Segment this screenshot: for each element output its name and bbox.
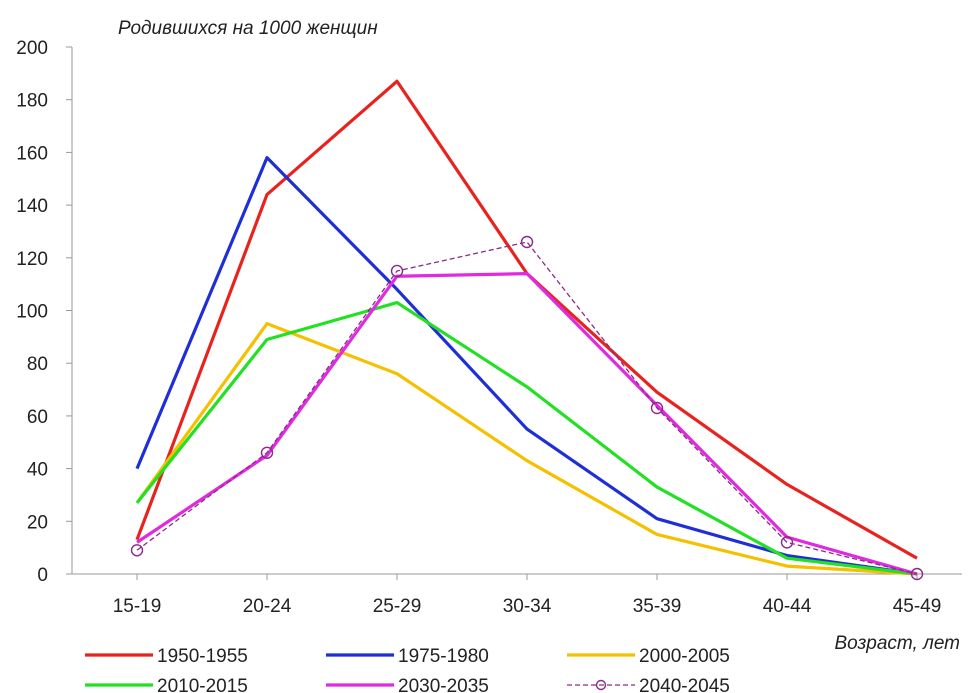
series-line <box>136 272 918 576</box>
y-tick-label: 100 <box>16 302 48 323</box>
x-tick-label: 25-29 <box>373 596 422 617</box>
series-2000-2005 <box>135 322 918 576</box>
legend-label: 1950-1955 <box>157 646 248 667</box>
y-tick-label: 120 <box>16 249 48 270</box>
series-2010-2015 <box>135 300 918 576</box>
data-point-marker <box>910 567 924 581</box>
legend-label: 2000-2005 <box>639 646 730 667</box>
series-1975-1980 <box>135 156 918 576</box>
legend-label: 1975-1980 <box>398 646 489 667</box>
y-axis: 0 20 40 60 80 100 120 140 160 180 200 <box>16 38 72 586</box>
y-tick-label: 20 <box>27 512 48 533</box>
x-axis: 15-19 20-24 25-29 30-34 35-39 40-44 45-49 <box>113 574 942 617</box>
series-line <box>135 79 918 560</box>
x-tick-label: 15-19 <box>113 596 162 617</box>
y-tick-label: 0 <box>37 565 48 586</box>
data-point-marker <box>260 446 274 459</box>
x-tick-label: 20-24 <box>243 596 292 617</box>
x-tick-label: 30-34 <box>503 596 552 617</box>
series-line <box>136 241 918 575</box>
x-tick-label: 35-39 <box>633 596 682 617</box>
legend-item: 1975-1980 <box>326 646 489 667</box>
legend: 1950-1955 1975-1980 2000-2005 2010-2015 2030… <box>85 646 730 693</box>
y-tick-label: 140 <box>16 196 48 217</box>
legend-marker <box>595 679 607 691</box>
x-tick-label: 45-49 <box>893 596 942 617</box>
y-axis-title: Родившихся на 1000 женщин <box>118 18 378 39</box>
x-axis-title: Возраст, лет <box>834 633 960 654</box>
y-tick-label: 180 <box>16 91 48 112</box>
series-2030-2035 <box>136 272 918 576</box>
series-line <box>135 156 918 576</box>
data-point-marker <box>650 401 664 415</box>
legend-item: 2040-2045 <box>567 676 730 693</box>
y-tick-label: 60 <box>27 407 48 428</box>
y-tick-label: 200 <box>16 38 48 59</box>
legend-item: 2010-2015 <box>85 676 248 693</box>
plot-area <box>130 79 924 581</box>
legend-item: 1950-1955 <box>85 646 248 667</box>
data-point-marker <box>390 264 404 278</box>
legend-item: 2030-2035 <box>326 676 489 693</box>
y-tick-label: 80 <box>27 354 48 375</box>
y-tick-label: 160 <box>16 143 48 164</box>
series-2040-2045 <box>130 235 924 581</box>
legend-label: 2030-2035 <box>398 676 489 693</box>
series-1950-1955 <box>135 79 918 560</box>
data-point-marker <box>130 544 144 557</box>
data-point-marker <box>780 536 794 549</box>
legend-label: 2010-2015 <box>157 676 248 693</box>
series-line <box>135 300 918 576</box>
legend-label: 2040-2045 <box>639 676 730 693</box>
series-line <box>135 322 918 576</box>
legend-item: 2000-2005 <box>567 646 730 667</box>
x-tick-label: 40-44 <box>763 596 812 617</box>
y-tick-label: 40 <box>27 460 48 481</box>
data-point-marker <box>520 235 534 249</box>
